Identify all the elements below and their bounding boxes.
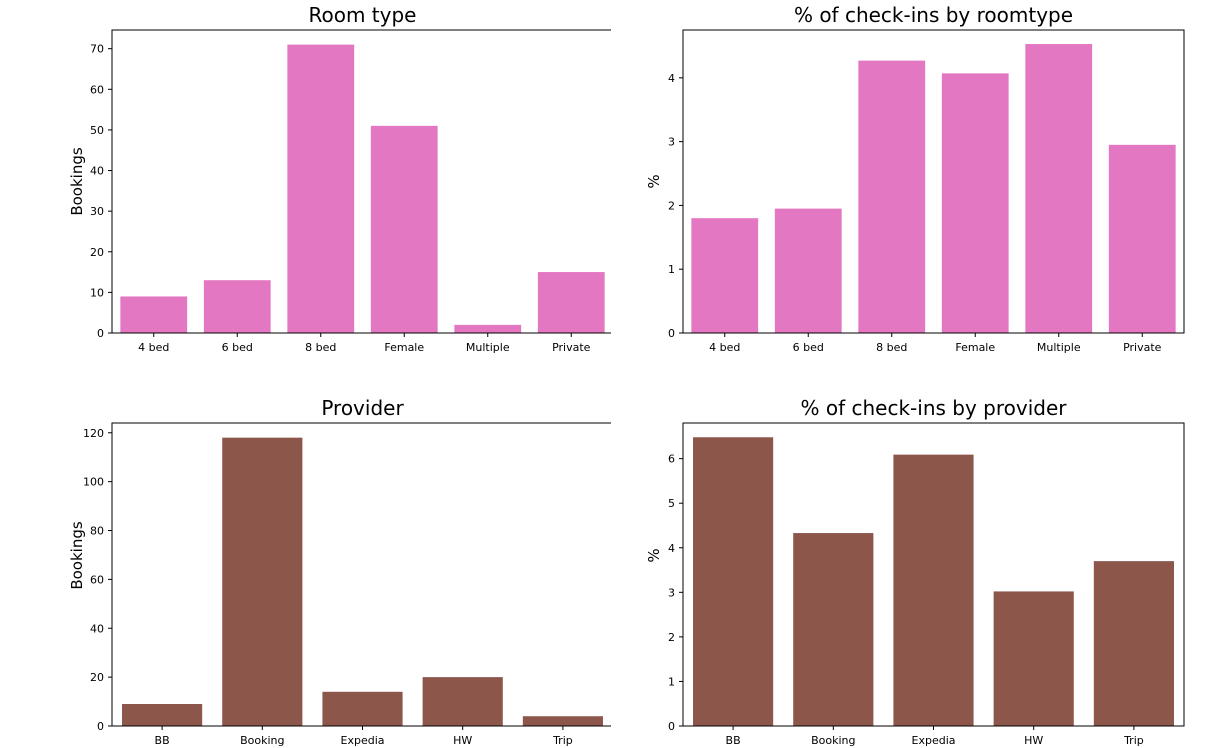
y-tick-label: 0 <box>668 720 675 733</box>
bar-trip <box>1093 561 1174 726</box>
y-axis-label: Bookings <box>68 521 86 590</box>
y-tick-label: 3 <box>668 136 675 149</box>
x-tick-label: BB <box>155 734 170 747</box>
chart-title: % of check-ins by roomtype <box>794 3 1073 27</box>
y-tick-label: 50 <box>90 124 104 137</box>
x-tick-label: Multiple <box>1037 341 1081 354</box>
y-tick-label: 5 <box>668 497 675 510</box>
x-tick-label: Trip <box>552 734 573 747</box>
bar-trip <box>522 716 603 726</box>
y-tick-label: 4 <box>668 72 675 85</box>
bar-6-bed <box>774 208 842 333</box>
bar-expedia <box>322 691 403 726</box>
x-tick-label: 4 bed <box>709 341 740 354</box>
y-axis-label: % <box>645 174 663 188</box>
x-tick-label: Trip <box>1123 734 1144 747</box>
bar-bb <box>693 437 774 726</box>
plot-frame <box>111 422 611 727</box>
x-tick-label: 4 bed <box>138 341 169 354</box>
bar-4-bed <box>691 218 759 333</box>
y-tick-label: 10 <box>90 286 104 299</box>
bar-4-bed <box>120 296 188 333</box>
y-tick-label: 0 <box>97 720 104 733</box>
bar-female <box>941 73 1009 334</box>
y-tick-label: 4 <box>668 542 675 555</box>
x-tick-label: Female <box>955 341 995 354</box>
x-tick-label: 6 bed <box>222 341 253 354</box>
x-tick-label: Booking <box>240 734 284 747</box>
y-tick-label: 20 <box>90 671 104 684</box>
chart-title: % of check-ins by provider <box>801 396 1068 420</box>
y-tick-label: 30 <box>90 205 104 218</box>
x-tick-label: HW <box>1024 734 1043 747</box>
y-tick-label: 60 <box>90 83 104 96</box>
chart-room-type: Room type 0 10 20 30 40 50 60 70 4 bed 6 bed 8 bed F… <box>68 3 611 354</box>
bar-8-bed <box>858 60 926 333</box>
bar-expedia <box>893 454 974 726</box>
y-tick-label: 40 <box>90 165 104 178</box>
y-tick-label: 3 <box>668 586 675 599</box>
bar-bb <box>122 704 203 726</box>
y-tick-label: 120 <box>83 427 104 440</box>
x-tick-label: Multiple <box>466 341 510 354</box>
y-tick-label: 2 <box>668 199 675 212</box>
bar-8-bed <box>287 44 355 334</box>
y-tick-label: 80 <box>90 525 104 538</box>
bar-booking <box>222 437 303 726</box>
y-tick-label: 60 <box>90 573 104 586</box>
bar-hw <box>422 677 503 726</box>
y-tick-label: 1 <box>668 263 675 276</box>
x-tick-label: Expedia <box>912 734 956 747</box>
y-tick-label: 0 <box>668 327 675 340</box>
y-tick-label: 20 <box>90 246 104 259</box>
x-tick-label: 8 bed <box>876 341 907 354</box>
x-tick-label: BB <box>726 734 741 747</box>
chart-checkins-by-provider: % of check-ins by provider 0 1 2 3 4 5 6 BB Booki… <box>645 396 1185 747</box>
chart-title: Room type <box>309 3 417 27</box>
chart-provider: Provider 0 20 40 60 80 100 120 BB Booking Expedia H… <box>68 396 611 747</box>
y-tick-label: 70 <box>90 43 104 56</box>
chart-title: Provider <box>321 396 404 420</box>
bar-private <box>1108 144 1176 333</box>
x-tick-label: 8 bed <box>305 341 336 354</box>
x-tick-label: Expedia <box>341 734 385 747</box>
x-tick-label: Private <box>552 341 591 354</box>
bar-hw <box>993 591 1074 726</box>
y-tick-label: 0 <box>97 327 104 340</box>
y-axis-label: Bookings <box>68 147 86 216</box>
x-tick-label: HW <box>453 734 472 747</box>
bar-private <box>537 272 605 333</box>
bar-6-bed <box>203 280 271 333</box>
y-tick-label: 2 <box>668 631 675 644</box>
bar-booking <box>793 533 874 726</box>
x-tick-label: 6 bed <box>793 341 824 354</box>
y-axis-label: % <box>645 548 663 562</box>
plot-frame <box>682 29 1185 334</box>
x-tick-label: Booking <box>811 734 855 747</box>
y-tick-label: 1 <box>668 675 675 688</box>
y-tick-label: 6 <box>668 453 675 466</box>
bar-multiple <box>454 324 522 333</box>
bar-multiple <box>1025 44 1093 333</box>
y-tick-label: 100 <box>83 476 104 489</box>
x-tick-label: Female <box>384 341 424 354</box>
x-tick-label: Private <box>1123 341 1162 354</box>
y-tick-label: 40 <box>90 622 104 635</box>
chart-checkins-by-roomtype: % of check-ins by roomtype 0 1 2 3 4 4 bed 6 be… <box>645 3 1185 354</box>
bar-female <box>370 125 438 333</box>
plot-frame <box>111 29 611 334</box>
